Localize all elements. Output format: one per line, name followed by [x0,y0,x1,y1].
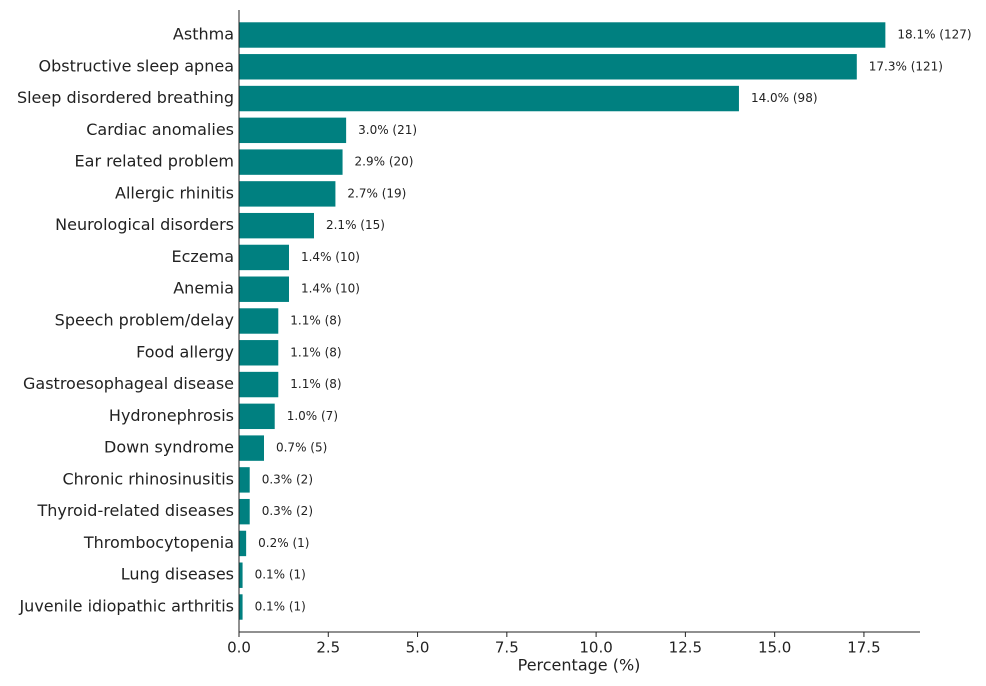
value-label: 1.1% (8) [290,345,341,359]
y-tick-label: Allergic rhinitis [115,183,234,202]
y-tick-label: Hydronephrosis [109,406,234,425]
bar [239,244,289,271]
bar [239,530,247,557]
bar [239,22,886,48]
bar [239,149,343,175]
x-axis-label: Percentage (%) [518,656,641,675]
bar [239,212,314,239]
bar [239,435,264,461]
y-tick-label: Speech problem/delay [55,311,234,330]
bar [239,85,739,112]
x-tick-label: 7.5 [495,639,519,657]
bar [239,467,250,493]
x-tick-label: 15.0 [758,639,791,657]
bar [239,117,347,144]
y-tick-label: Gastroesophageal disease [23,374,234,393]
y-tick-label: Down syndrome [104,438,234,457]
value-label: 0.1% (1) [255,600,306,614]
y-tick-label: Sleep disordered breathing [17,88,234,107]
x-tick-label: 12.5 [669,639,702,657]
value-label: 0.7% (5) [276,441,327,455]
bar [239,276,289,302]
value-label: 0.3% (2) [262,504,313,518]
y-tick-label: Thrombocytopenia [83,533,234,552]
value-label: 1.0% (7) [287,409,338,423]
y-tick-label: Food allergy [136,342,234,361]
value-label: 1.1% (8) [290,314,341,328]
y-tick-label: Cardiac anomalies [86,120,234,139]
value-label: 0.3% (2) [262,472,313,486]
value-label: 3.0% (21) [358,123,417,137]
y-tick-label: Eczema [171,247,234,266]
x-tick-label: 17.5 [847,639,880,657]
y-tick-label: Neurological disorders [55,215,234,234]
value-label: 14.0% (98) [751,91,818,105]
value-label: 2.1% (15) [326,218,385,232]
y-tick-label: Chronic rhinosinusitis [62,469,234,488]
value-label: 18.1% (127) [897,28,971,42]
y-tick-label: Ear related problem [75,152,234,171]
y-tick-label: Obstructive sleep apnea [39,56,234,75]
bar [239,54,857,80]
bar [239,562,243,588]
value-label: 0.2% (1) [258,536,309,550]
bar [239,594,243,620]
value-label: 1.4% (10) [301,250,360,264]
bar [239,308,279,334]
x-tick-label: 0.0 [227,639,251,657]
value-label: 17.3% (121) [869,59,943,73]
bar [239,498,250,525]
bar [239,181,336,207]
value-label: 1.4% (10) [301,282,360,296]
value-label: 1.1% (8) [290,377,341,391]
bar [239,340,279,366]
y-tick-label: Thyroid-related diseases [36,501,234,520]
x-tick-label: 5.0 [406,639,430,657]
value-label: 2.9% (20) [355,155,414,169]
bar [239,371,279,398]
value-label: 0.1% (1) [255,568,306,582]
x-tick-label: 10.0 [579,639,612,657]
y-tick-label: Lung diseases [121,565,234,584]
y-tick-label: Asthma [173,25,234,44]
bar [239,403,275,430]
value-label: 2.7% (19) [347,186,406,200]
y-tick-label: Juvenile idiopathic arthritis [18,597,234,616]
y-tick-label: Anemia [173,279,234,298]
x-tick-label: 2.5 [316,639,340,657]
